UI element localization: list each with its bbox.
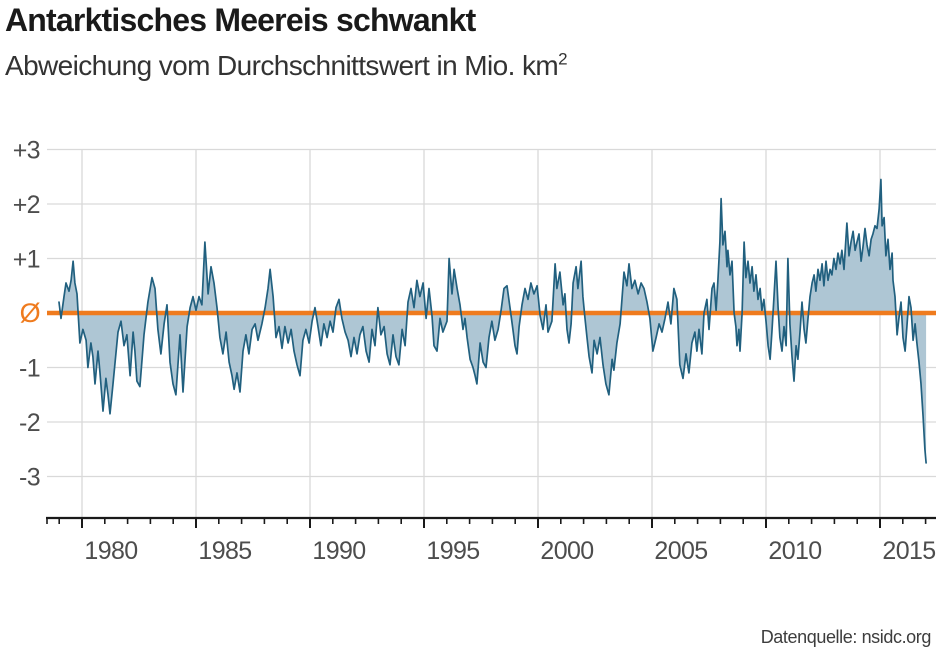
x-tick-label: 1990 (312, 537, 365, 565)
y-tick-label: +2 (13, 191, 40, 219)
x-tick-label: 2005 (654, 537, 707, 565)
x-tick-label: 2010 (768, 537, 821, 565)
x-tick-label: 2000 (540, 537, 593, 565)
y-tick-label: +1 (13, 246, 40, 274)
x-tick-label: 1980 (84, 537, 137, 565)
x-tick-label: 1985 (198, 537, 251, 565)
anomaly-line (58, 178, 927, 464)
subtitle-superscript: 2 (558, 49, 567, 69)
y-tick-label: -3 (19, 464, 40, 492)
y-tick-label: -2 (19, 409, 40, 437)
y-tick-label: +3 (13, 137, 40, 165)
data-source-label: Datenquelle: nsidc.org (760, 627, 932, 647)
page-title: Antarktisches Meereis schwankt (5, 2, 476, 38)
chart-subtitle: Abweichung vom Durchschnittswert in Mio.… (5, 49, 568, 82)
chart-subtitle-text: Abweichung vom Durchschnittswert in Mio.… (5, 50, 559, 81)
y-tick-label: -1 (19, 355, 40, 383)
x-tick-label: 1995 (426, 537, 479, 565)
x-tick-label: 2015 (882, 537, 935, 565)
y-tick-label-average: Ø (20, 298, 41, 328)
